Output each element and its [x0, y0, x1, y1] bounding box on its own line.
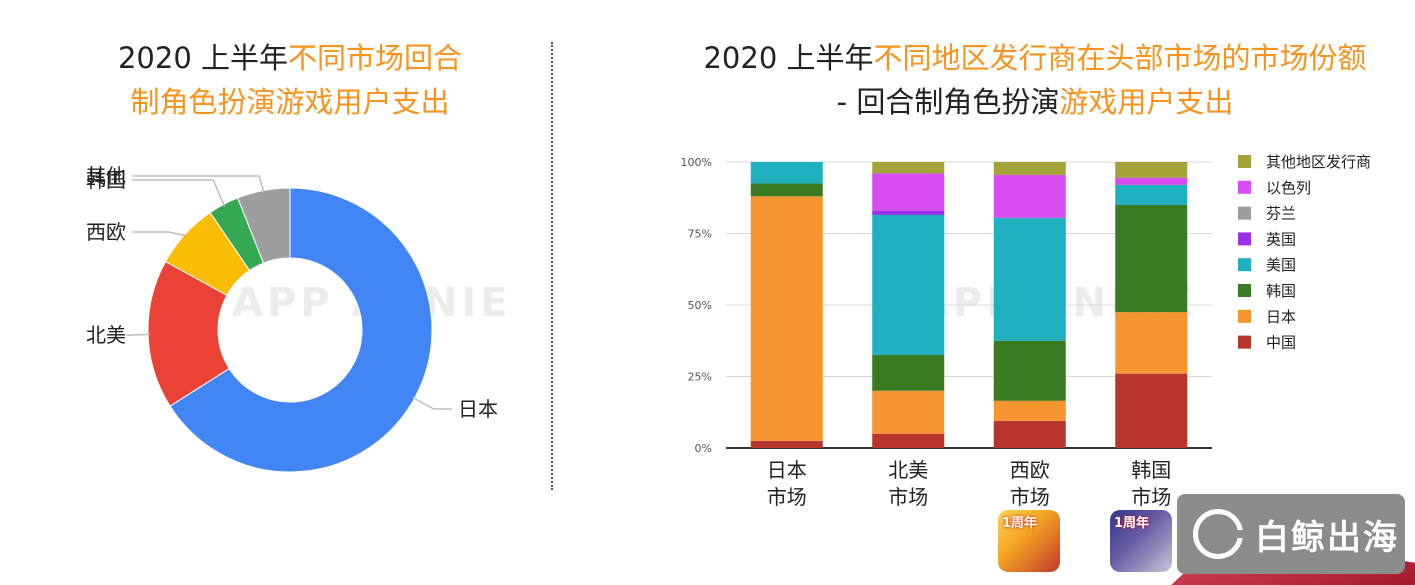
- legend-label: 芬兰: [1266, 205, 1296, 223]
- bar-segment-以色列-2: [993, 174, 1066, 218]
- donut-title-highlight-2: 制角色扮演游戏用户支出: [130, 85, 450, 119]
- x-tick-label: 市场: [1010, 485, 1050, 509]
- bar-segment-以色列-1: [872, 173, 945, 211]
- x-tick-label: 市场: [888, 485, 928, 509]
- bar-segment-中国-3: [1115, 373, 1188, 448]
- bar-segment-日本-2: [993, 400, 1066, 421]
- y-tick-label: 100%: [681, 156, 712, 169]
- donut-chart-title: 2020 上半年不同市场回合 制角色扮演游戏用户支出: [60, 36, 520, 124]
- donut-leader-line-1: [126, 333, 151, 336]
- bar-segment-韩国-0: [750, 183, 823, 197]
- donut-leader-line-0: [412, 396, 452, 410]
- legend-label: 其他地区发行商: [1266, 153, 1371, 171]
- bar-segment-其他地区发行商-2: [993, 162, 1066, 175]
- bar-segment-其他地区发行商-3: [1115, 162, 1188, 178]
- bar-segment-美国-2: [993, 217, 1066, 341]
- donut-label-1: 北美: [86, 323, 126, 347]
- donut-title-highlight-1: 不同市场回合: [288, 41, 463, 75]
- legend-swatch: [1238, 206, 1251, 220]
- donut-leader-line-2: [132, 231, 187, 237]
- legend-label: 中国: [1266, 334, 1296, 352]
- legend-swatch: [1238, 335, 1251, 349]
- bar-segment-英国-1: [872, 210, 945, 215]
- bar-title-plain-2: - 回合制角色扮演: [836, 85, 1060, 119]
- bar-segment-中国-0: [750, 440, 823, 448]
- legend-label: 以色列: [1266, 179, 1311, 197]
- x-tick-label: 西欧: [1010, 458, 1050, 482]
- donut-slice-1: [147, 260, 230, 407]
- x-tick-label: 日本: [767, 458, 807, 482]
- donut-label-3: 韩国: [86, 168, 126, 192]
- brand-watermark: 白鲸出海: [1177, 494, 1405, 574]
- x-tick-label: 北美: [888, 458, 928, 482]
- brand-logo-icon: [1193, 509, 1244, 559]
- y-tick-label: 25%: [688, 371, 712, 384]
- bar-title-highlight-1: 不同地区发行商在头部市场的市场份额: [873, 41, 1367, 75]
- y-tick-label: 75%: [688, 228, 712, 241]
- bar-segment-美国-3: [1115, 184, 1188, 205]
- bar-segment-中国-2: [993, 420, 1066, 448]
- donut-leader-line-4: [132, 175, 265, 193]
- legend-label: 韩国: [1266, 282, 1296, 300]
- bar-segment-韩国-3: [1115, 204, 1188, 313]
- game-app-icon: 1周年: [1110, 510, 1172, 572]
- bar-title-plain-1: 2020 上半年: [703, 41, 874, 75]
- donut-label-2: 西欧: [86, 220, 126, 244]
- bar-chart-title: 2020 上半年不同地区发行商在头部市场的市场份额 - 回合制角色扮演游戏用户支…: [640, 36, 1415, 124]
- bar-segment-中国-1: [872, 433, 945, 448]
- bar-segment-韩国-1: [872, 355, 945, 391]
- y-tick-label: 0%: [695, 442, 712, 455]
- legend-label: 英国: [1266, 230, 1296, 248]
- x-tick-label: 市场: [767, 485, 807, 509]
- y-tick-label: 50%: [688, 299, 712, 312]
- legend-label: 美国: [1266, 256, 1296, 274]
- bar-segment-日本-0: [750, 196, 823, 441]
- donut-label-0: 日本: [458, 397, 498, 421]
- legend-swatch: [1238, 180, 1251, 194]
- legend-swatch: [1238, 155, 1251, 168]
- x-tick-label: 韩国: [1131, 458, 1171, 482]
- bar-segment-日本-1: [872, 390, 945, 434]
- bar-segment-美国-1: [872, 214, 945, 356]
- legend-label: 日本: [1266, 308, 1296, 326]
- x-tick-label: 市场: [1131, 485, 1171, 509]
- donut-slice-0: [169, 187, 433, 473]
- game-app-icon: 1周年: [998, 510, 1060, 572]
- legend-swatch: [1238, 284, 1251, 297]
- panel-divider: [551, 42, 553, 490]
- brand-name: 白鲸出海: [1255, 517, 1399, 558]
- legend-swatch: [1238, 232, 1251, 246]
- donut-slice-4: [237, 187, 291, 264]
- donut-leader-line-3: [132, 179, 226, 207]
- legend-swatch: [1238, 309, 1251, 323]
- donut-label-4: 其他: [86, 164, 126, 188]
- bar-segment-以色列-3: [1115, 177, 1188, 185]
- bar-segment-其他地区发行商-1: [872, 162, 945, 174]
- bar-segment-日本-3: [1115, 312, 1188, 374]
- donut-title-plain: 2020 上半年: [117, 41, 288, 75]
- bar-segment-美国-0: [750, 162, 823, 184]
- bar-title-highlight-2: 游戏用户支出: [1059, 85, 1234, 119]
- bar-segment-韩国-2: [993, 340, 1066, 401]
- legend-swatch: [1238, 258, 1251, 272]
